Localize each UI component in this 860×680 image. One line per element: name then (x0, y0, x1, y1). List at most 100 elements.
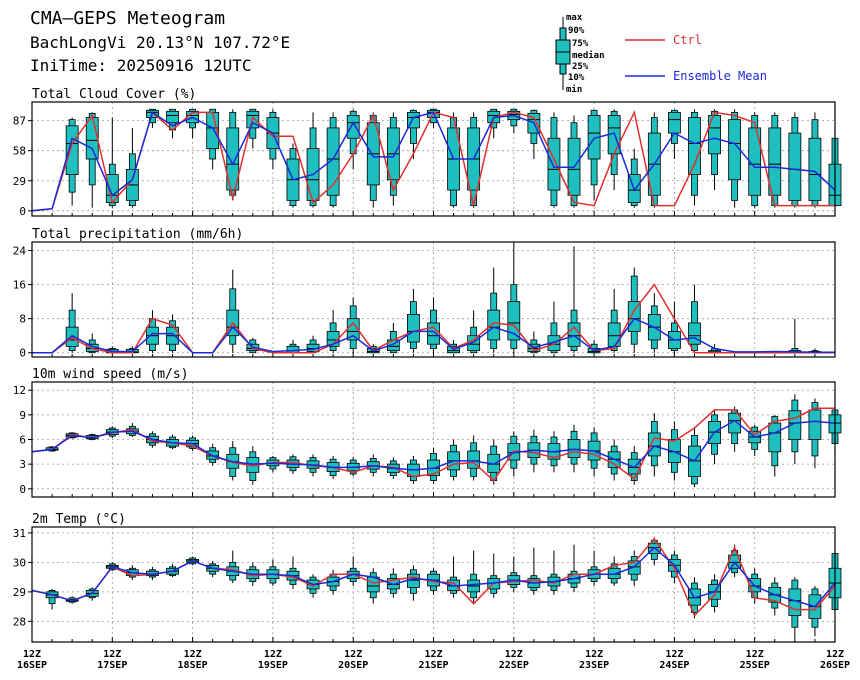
box-plot (346, 297, 360, 353)
box-plot (688, 109, 701, 206)
x-tick-hour-label: 12Z (424, 649, 442, 660)
box-plot (567, 544, 581, 592)
box-inner (407, 573, 420, 588)
box-plot (768, 112, 782, 208)
x-tick-date-label: 25SEP (740, 660, 770, 671)
box-inner (647, 432, 661, 457)
x-tick-date-label: 19SEP (258, 660, 288, 671)
box-legend: max 90% 75% median 25% 10% min (555, 13, 605, 95)
box-inner (788, 132, 802, 201)
box-plot (246, 337, 260, 354)
box-plot (186, 108, 200, 139)
x-tick-hour-label: 12Z (505, 649, 523, 660)
box-plot (507, 556, 521, 592)
box-plot (607, 556, 621, 586)
box-inner (748, 127, 762, 196)
box-plot (547, 550, 561, 595)
x-tick-date-label: 17SEP (97, 660, 127, 671)
legend-p90-label: 90% (568, 26, 585, 36)
box-plot (728, 109, 742, 208)
x-tick-date-label: 16SEP (17, 660, 47, 671)
x-tick-date-label: 21SEP (418, 660, 448, 671)
x-tick-hour-label: 12Z (23, 649, 41, 660)
chart-init-time: IniTime: 20250916 12UTC (30, 56, 252, 75)
legend-mean-label: Ensemble Mean (673, 69, 767, 83)
y-tick-label: 29 (13, 586, 26, 599)
ctrl-series-line (32, 283, 835, 354)
legend-ctrl-label: Ctrl (673, 33, 702, 47)
x-tick-hour-label: 12Z (344, 649, 362, 660)
box-plot (467, 310, 481, 354)
box-inner (427, 322, 440, 345)
box-plot (788, 112, 802, 208)
box-plot (386, 112, 400, 206)
box-plot (748, 112, 762, 208)
x-tick-hour-label: 12Z (585, 649, 603, 660)
y-tick-label: 58 (13, 145, 26, 158)
box-plot (427, 297, 440, 353)
box-inner (507, 301, 521, 341)
x-tick-hour-label: 12Z (746, 649, 764, 660)
box-plot (226, 269, 240, 353)
box-plot (587, 109, 601, 201)
box-plot (286, 556, 300, 589)
x-tick-date-label: 20SEP (338, 660, 368, 671)
box-inner (166, 110, 179, 124)
box-inner (627, 301, 641, 332)
box-inner (808, 137, 822, 201)
legend-p75-label: 75% (572, 39, 589, 49)
y-tick-label: 29 (13, 175, 26, 188)
box-plot (647, 112, 661, 208)
box-plot (45, 588, 59, 610)
box-plot (366, 568, 380, 604)
box-inner (688, 322, 701, 345)
box-plot (326, 112, 340, 208)
ensemble-mean-line (31, 546, 836, 608)
ensemble-mean-line (31, 111, 836, 212)
ensemble-mean-line (32, 317, 835, 354)
y-tick-label: 28 (13, 615, 26, 628)
chart-title: CMA—GEPS Meteogram (30, 8, 225, 29)
box-plot (487, 267, 501, 353)
box-plot (346, 109, 360, 170)
box-plot (206, 108, 220, 170)
box-plot (768, 414, 782, 477)
box-inner (768, 422, 782, 453)
box-plot (487, 553, 501, 598)
x-tick-date-label: 26SEP (820, 660, 850, 671)
box-inner (326, 127, 340, 196)
y-tick-label: 8 (19, 313, 26, 326)
box-plot (166, 314, 179, 353)
box-plot (587, 427, 601, 477)
box-plot (65, 293, 79, 353)
y-tick-label: 12 (13, 384, 26, 397)
panel-frame (31, 381, 836, 498)
y-tick-label: 9 (19, 409, 26, 422)
box-inner (467, 450, 481, 469)
panel-precip: Total precipitation (mm/6h) 0 8 16 24 (13, 227, 836, 360)
box-inner (668, 439, 681, 463)
box-plot (668, 421, 681, 481)
box-plot (447, 112, 460, 208)
box-plot (808, 112, 822, 208)
y-tick-label: 0 (19, 205, 26, 218)
panel-title: 2m Temp (°C) (32, 512, 126, 527)
box-inner (728, 412, 742, 434)
box-plot (407, 288, 420, 353)
legend-p10-label: 10% (568, 73, 585, 83)
box-inner (688, 117, 701, 175)
box-inner (487, 309, 501, 341)
y-tick-label: 24 (13, 245, 27, 258)
box-plot (407, 565, 420, 601)
x-tick-hour-label: 12Z (826, 649, 844, 660)
box-plot (226, 550, 240, 584)
box-plot (166, 108, 179, 139)
x-axis: 12Z16SEP12Z17SEP12Z18SEP12Z19SEP12Z20SEP… (17, 649, 850, 671)
box-plot (688, 427, 701, 488)
y-tick-label: 3 (19, 458, 26, 471)
y-tick-label: 16 (13, 279, 26, 292)
y-tick-label: 31 (13, 527, 26, 540)
box-plot (788, 318, 802, 354)
box-inner (768, 127, 782, 196)
box-plot (728, 406, 742, 452)
